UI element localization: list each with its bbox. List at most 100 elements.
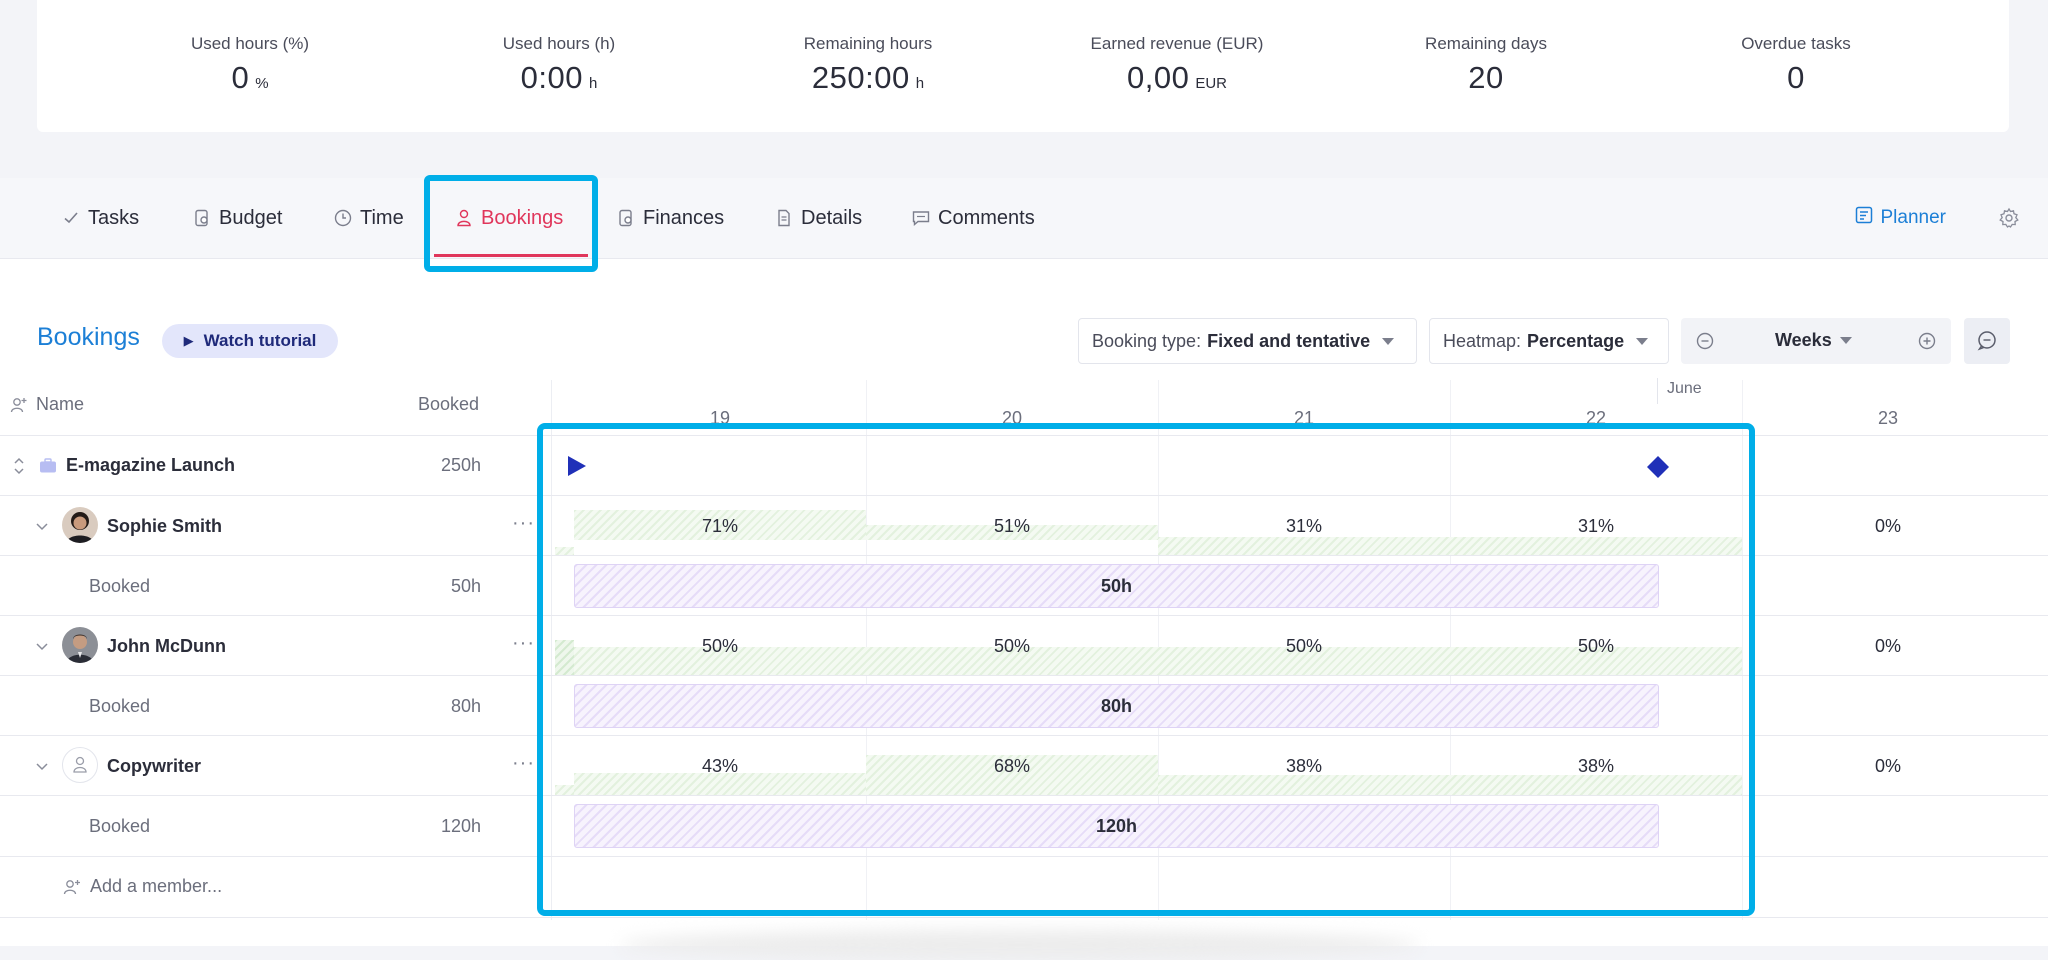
column-name-label: Name <box>36 394 85 414</box>
chevron-down-icon[interactable] <box>35 639 49 653</box>
chevron-down-icon[interactable] <box>35 519 49 533</box>
tab-bookings[interactable]: Bookings <box>455 178 563 258</box>
row-divider <box>0 435 2048 436</box>
booking-bar[interactable]: 120h <box>574 804 1659 848</box>
avatar <box>62 627 98 663</box>
more-options-icon[interactable]: ··· <box>512 752 535 774</box>
booking-bar[interactable]: 50h <box>574 564 1659 608</box>
project-booked: 250h <box>440 455 481 475</box>
tab-label: Time <box>360 206 404 229</box>
document-icon <box>775 209 793 227</box>
tab-label: Finances <box>643 206 725 229</box>
budget-icon <box>193 209 211 227</box>
stat-label: Remaining hours <box>803 34 933 53</box>
heatmap-label: Heatmap: <box>1443 330 1522 351</box>
planner-icon <box>1855 206 1873 230</box>
zoom-level-dropdown[interactable]: Weeks <box>1775 330 1852 351</box>
stat-label: Earned revenue (EUR) <box>1090 34 1264 53</box>
planner-label: Planner <box>1880 207 1947 228</box>
add-person-icon <box>63 879 80 894</box>
row-divider <box>0 495 2048 496</box>
booking-type-dropdown[interactable]: Booking type: Fixed and tentative <box>1078 318 1417 364</box>
row-divider <box>0 555 2048 556</box>
active-tab-underline <box>434 254 588 257</box>
add-person-icon <box>10 397 27 412</box>
heatmap-value: 50% <box>1285 636 1323 656</box>
booked-label: Booked <box>89 696 151 716</box>
booked-hours: 50h <box>450 576 481 596</box>
heatmap-cell <box>555 785 574 795</box>
heatmap-value: 51% <box>993 516 1031 536</box>
row-divider <box>0 795 2048 796</box>
section-title: Bookings <box>37 323 140 351</box>
play-icon: ▶ <box>183 333 194 348</box>
row-divider <box>0 675 2048 676</box>
heatmap-value: 31% <box>1577 516 1615 536</box>
heatmap-value: 50% <box>701 636 739 656</box>
gear-icon[interactable] <box>1998 207 2020 229</box>
highlight-box-tab <box>424 175 598 272</box>
heatmap-value: 0% <box>1874 636 1901 656</box>
tab-details[interactable]: Details <box>775 178 862 258</box>
more-options-icon[interactable]: ··· <box>512 512 535 534</box>
heatmap-cell <box>574 773 866 795</box>
stat-unit: h <box>915 75 925 92</box>
tab-label: Bookings <box>481 206 564 229</box>
heatmap-value: 50% <box>993 636 1031 656</box>
stat-label: Used hours (h) <box>502 34 616 53</box>
row-divider <box>0 735 2048 736</box>
panel-divider <box>551 380 552 920</box>
avatar <box>62 507 98 543</box>
stat-value: 250:00 h <box>811 60 925 95</box>
heatmap-cell <box>1158 537 1742 555</box>
row-divider <box>0 856 2048 857</box>
more-options-icon[interactable]: ··· <box>512 632 535 654</box>
heatmap-value: 43% <box>701 756 739 776</box>
tab-finances[interactable]: Finances <box>617 178 724 258</box>
chevron-down-icon <box>1839 337 1852 344</box>
row-divider <box>0 615 2048 616</box>
tab-time[interactable]: Time <box>334 178 404 258</box>
heatmap-dropdown[interactable]: Heatmap: Percentage <box>1429 318 1669 364</box>
row-divider <box>0 917 2048 918</box>
stat-label: Remaining days <box>1425 34 1547 53</box>
column-header-name: Name <box>10 394 84 415</box>
month-divider <box>1657 378 1658 404</box>
booking-bar[interactable]: 80h <box>574 684 1659 728</box>
heatmap-value: 68% <box>993 756 1031 776</box>
stat-unit: % <box>255 75 269 92</box>
heatmap-value: 50% <box>1577 636 1615 656</box>
tab-tasks[interactable]: Tasks <box>62 178 139 258</box>
project-start-icon[interactable] <box>566 454 588 478</box>
stat-value: 0% <box>231 60 269 95</box>
project-name: E-magazine Launch <box>66 455 236 475</box>
placeholder-avatar <box>62 747 98 783</box>
person-icon <box>73 756 87 773</box>
zoom-out-icon[interactable] <box>1694 330 1716 352</box>
person-icon <box>455 209 473 227</box>
tab-budget[interactable]: Budget <box>193 178 282 258</box>
stats-card: Used hours (%) 0% Used hours (h) 0:00 h R… <box>37 0 2009 132</box>
column-header-booked: Booked <box>418 394 480 414</box>
zoom-in-icon[interactable] <box>1916 330 1938 352</box>
add-member-button[interactable]: Add a member... <box>62 876 222 897</box>
tab-comments[interactable]: Comments <box>912 178 1035 258</box>
chevron-down-icon <box>1636 337 1649 345</box>
clock-icon <box>334 209 352 227</box>
comments-toggle-button[interactable] <box>1964 318 2010 364</box>
heatmap-value: 0% <box>1874 756 1901 776</box>
comment-icon <box>912 209 930 227</box>
watch-tutorial-button[interactable]: ▶ Watch tutorial <box>162 324 338 358</box>
week-divider <box>1742 380 1743 920</box>
stat-value: 0 <box>1787 60 1805 95</box>
chevron-down-icon[interactable] <box>35 759 49 773</box>
stat-unit: EUR <box>1195 75 1227 92</box>
tab-label: Budget <box>219 206 283 229</box>
booked-hours: 80h <box>450 696 481 716</box>
project-deadline-icon[interactable] <box>1646 455 1670 479</box>
planner-link[interactable]: Planner <box>1855 178 1947 258</box>
heatmap-cell <box>555 547 574 555</box>
expand-collapse-icon[interactable] <box>12 456 26 476</box>
heatmap-value: 71% <box>701 516 739 536</box>
heatmap-cell <box>574 510 866 540</box>
